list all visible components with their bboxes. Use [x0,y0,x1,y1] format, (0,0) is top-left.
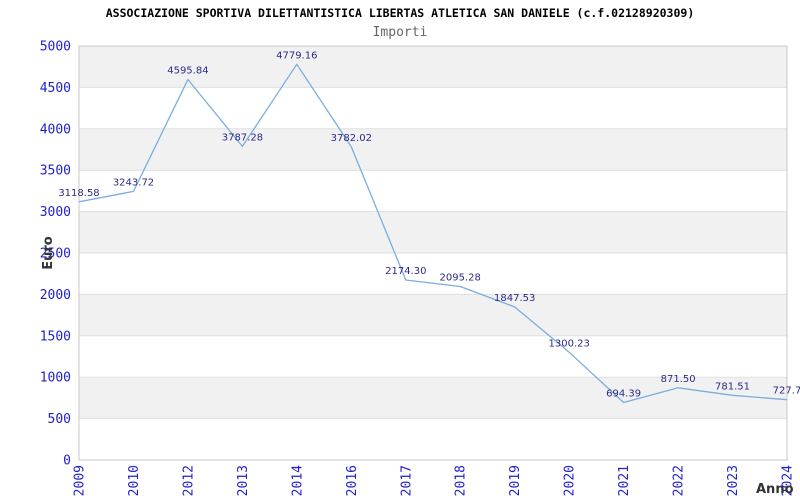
data-point-label: 2095.28 [440,273,481,284]
data-point-label: 4595.84 [167,66,208,77]
y-tick-label: 1000 [40,371,71,386]
y-tick-label: 5000 [40,40,71,55]
plot-border [78,45,788,461]
x-tick-label: 2014 [290,465,305,496]
x-axis-title: Anno [756,482,794,497]
plot-band [79,128,787,171]
y-tick-label: 4500 [40,81,71,96]
y-tick-label: 0 [63,454,71,469]
plot-band [79,294,787,336]
x-tick-label: 2022 [672,465,687,496]
x-tick-label: 2013 [236,465,251,496]
data-point-label: 3243.72 [113,177,154,188]
plot-band [79,46,787,88]
y-tick-label: 3500 [40,164,71,179]
y-tick-label: 1500 [40,329,71,344]
data-point-label: 871.50 [661,374,696,385]
y-tick-label: 2000 [40,288,71,303]
plot-band [79,377,787,419]
plot-band [79,211,787,253]
y-tick-label: 500 [48,412,71,427]
data-point-label: 2174.30 [385,266,426,277]
series-line [78,63,788,404]
x-tick-label: 2019 [508,465,523,496]
chart-title: ASSOCIAZIONE SPORTIVA DILETTANTISTICA LI… [105,6,695,20]
data-point-label: 3782.02 [331,133,372,144]
x-tick-label: 2012 [181,465,196,496]
y-tick-label: 4000 [40,122,71,137]
x-tick-label: 2009 [73,465,88,496]
y-tick-label: 3000 [40,205,71,220]
data-point-label: 694.39 [606,389,641,400]
x-tick-label: 2018 [454,465,469,496]
data-point-label: 1847.53 [494,293,535,304]
x-tick-label: 2017 [399,465,414,496]
data-point-label: 3787.28 [222,132,263,143]
y-tick-label: 2500 [40,247,71,262]
x-tick-label: 2016 [345,465,360,496]
x-tick-label: 2010 [127,465,142,496]
x-tick-label: 2021 [617,465,632,496]
y-axis-title: Euro [41,236,56,270]
x-tick-label: 2023 [726,465,741,496]
data-point-label: 1300.23 [549,338,590,349]
x-tick-label: 2024 [781,465,796,496]
chart-subtitle: Importi [372,25,428,40]
data-point-label: 3118.58 [58,188,99,199]
data-point-label: 727.7 [773,386,800,397]
data-point-label: 781.51 [715,381,750,392]
x-tick-label: 2020 [563,465,578,496]
data-point-label: 4779.16 [276,50,317,61]
